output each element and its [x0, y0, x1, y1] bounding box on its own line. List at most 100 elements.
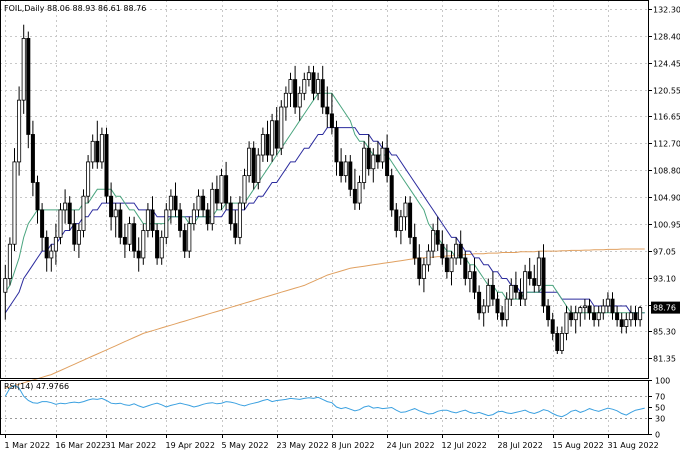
candle-bull — [504, 298, 509, 321]
candle-bear — [619, 319, 624, 327]
candle-bear — [155, 230, 160, 259]
candle-bear — [109, 195, 114, 218]
candle-bear — [518, 291, 523, 300]
candle-bear — [532, 278, 537, 286]
candle-bull — [164, 209, 169, 238]
candle-bear — [389, 175, 394, 211]
candle-bear — [35, 182, 40, 211]
candle-bear — [30, 134, 35, 183]
candle-bear — [320, 79, 325, 108]
last-price-label: 88.76 — [653, 304, 676, 313]
rsi-line — [4, 384, 645, 418]
x-tick-label: 12 Jul 2022 — [442, 441, 487, 450]
candle-bear — [150, 209, 155, 231]
candle-bear — [477, 291, 482, 314]
rsi-y-tick-label: 100 — [655, 377, 670, 386]
candle-bull — [357, 182, 362, 204]
chart-title: FOIL,Daily 88.06 88.93 86.61 88.76 — [4, 4, 146, 13]
ma-slow-line — [5, 248, 645, 389]
candle-bear — [615, 312, 620, 321]
candle-bull — [426, 250, 431, 266]
candle-bull — [371, 154, 376, 170]
candle-bear — [334, 127, 339, 163]
candle-bull — [58, 209, 63, 238]
candle-bear — [472, 271, 477, 293]
candle-bull — [509, 284, 514, 300]
candle-bull — [86, 161, 91, 197]
candle-bear — [440, 243, 445, 259]
candle-bear — [132, 223, 137, 252]
x-tick-label: 31 Aug 2022 — [608, 441, 659, 450]
x-tick-label: 28 Jul 2022 — [498, 441, 543, 450]
candle-bull — [7, 243, 12, 279]
y-tick-label: 93.10 — [653, 275, 676, 284]
candle-bull — [21, 38, 26, 101]
rsi-y-tick-label: 0 — [655, 431, 660, 440]
candle-bear — [325, 106, 330, 115]
candle-bear — [339, 161, 344, 177]
candle-bull — [559, 333, 564, 351]
candle-bull — [343, 161, 348, 177]
y-tick-label: 116.65 — [653, 113, 680, 122]
candle-bull — [421, 264, 426, 279]
x-tick-label: 24 Jun 2022 — [387, 441, 435, 450]
y-tick-label: 108.80 — [653, 167, 680, 176]
rsi-y-tick-label: 30 — [655, 415, 665, 424]
y-tick-label: 85.30 — [653, 328, 676, 337]
candle-bull — [196, 195, 201, 211]
x-tick-label: 1 Mar 2022 — [5, 441, 51, 450]
candle-bear — [352, 188, 357, 204]
candle-bear — [26, 38, 31, 135]
candle-bear — [408, 202, 413, 238]
candle-bull — [145, 209, 150, 231]
candle-bear — [366, 147, 371, 170]
candle-bull — [297, 92, 302, 108]
candle-bull — [564, 312, 569, 334]
candle-bull — [536, 257, 541, 286]
candle-bear — [555, 333, 560, 351]
candle-bull — [76, 230, 81, 245]
candle-bear — [633, 312, 638, 321]
candle-bear — [329, 113, 334, 129]
rsi-title: RSI(14) 47.9766 — [4, 382, 69, 391]
candle-bull — [113, 209, 118, 218]
candle-bull — [605, 298, 610, 307]
candle-bear — [178, 209, 183, 231]
candle-bull — [159, 236, 164, 259]
rsi-panel — [0, 384, 648, 419]
candle-bull — [467, 271, 472, 279]
candle-bull — [624, 319, 629, 327]
x-tick-label: 23 May 2022 — [277, 441, 329, 450]
x-tick-label: 15 Aug 2022 — [553, 441, 604, 450]
candle-bull — [260, 134, 265, 156]
y-tick-label: 128.40 — [653, 33, 680, 42]
candle-bull — [219, 175, 224, 204]
candle-bear — [201, 195, 206, 211]
candle-bear — [293, 79, 298, 108]
candle-bear — [610, 298, 615, 314]
candle-bear — [205, 209, 210, 225]
candle-bull — [302, 79, 307, 94]
candle-bear — [274, 120, 279, 149]
candle-bear — [173, 195, 178, 211]
candle-bear — [136, 250, 141, 259]
x-tick-label: 19 Apr 2022 — [166, 441, 215, 450]
candle-bull — [380, 147, 385, 163]
candle-bear — [541, 257, 546, 307]
candlesticks — [3, 24, 643, 354]
candle-bear — [444, 257, 449, 273]
candle-bull — [596, 312, 601, 321]
candle-bear — [311, 72, 316, 94]
candle-bull — [210, 188, 215, 225]
candle-bull — [90, 140, 95, 163]
y-tick-label: 81.35 — [653, 355, 676, 364]
candle-bear — [527, 271, 532, 279]
candle-bull — [403, 202, 408, 218]
candle-bull — [247, 147, 252, 177]
candle-bull — [288, 79, 293, 94]
candle-bull — [17, 99, 22, 163]
candle-bear — [587, 305, 592, 314]
candle-bull — [628, 312, 633, 321]
candle-bear — [385, 147, 390, 177]
